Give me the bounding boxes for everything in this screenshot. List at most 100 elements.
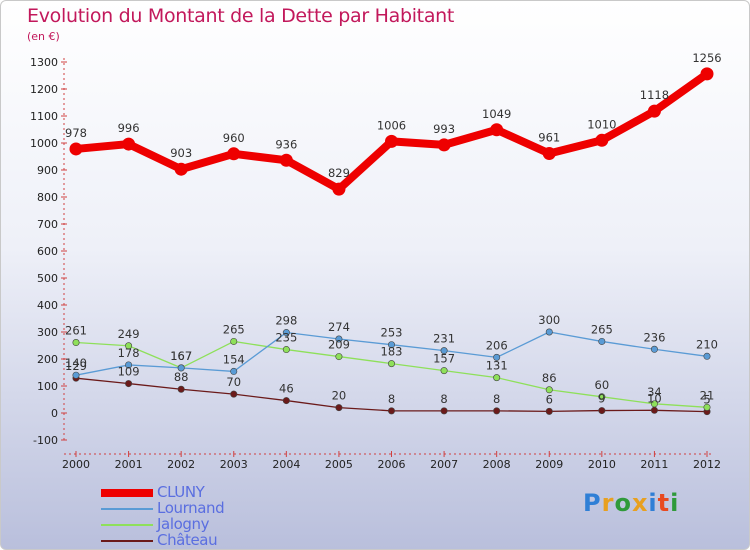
data-point	[598, 393, 606, 401]
x-tick-label: 2009	[535, 458, 563, 471]
data-point	[125, 342, 133, 350]
data-label: 236	[643, 330, 665, 344]
data-label: 9	[598, 392, 605, 406]
data-label: 8	[440, 392, 447, 406]
legend-swatch	[101, 489, 153, 497]
x-tick-label: 2007	[430, 458, 458, 471]
data-label: 936	[275, 137, 297, 151]
y-tick-label: 400	[37, 299, 58, 312]
data-point	[545, 386, 553, 394]
data-label: 167	[170, 349, 192, 363]
data-point	[174, 162, 188, 176]
legend-label: Jalogny	[157, 515, 210, 533]
data-point	[332, 182, 346, 196]
data-point	[598, 407, 606, 415]
data-label: 1010	[587, 117, 616, 131]
x-tick-label: 2012	[693, 458, 721, 471]
y-tick-label: 900	[37, 164, 58, 177]
data-label: 231	[433, 332, 455, 346]
data-label: 300	[538, 313, 560, 327]
data-point	[647, 104, 661, 118]
y-tick-label: 1100	[30, 110, 58, 123]
y-tick-label: 600	[37, 245, 58, 258]
data-label: 8	[493, 392, 500, 406]
data-point	[545, 407, 553, 415]
data-point	[335, 353, 343, 361]
data-label: 1006	[377, 118, 406, 132]
axes: -100 0 100 200 300 400 500 600 700 800 900 1000 1100…	[30, 56, 721, 471]
data-point	[335, 404, 343, 412]
data-label: 265	[591, 322, 613, 336]
data-label: 960	[223, 131, 245, 145]
data-label: 88	[174, 370, 189, 384]
data-point	[650, 400, 658, 408]
data-point	[72, 371, 80, 379]
data-point	[440, 347, 448, 355]
data-label: 261	[65, 324, 87, 338]
data-label: 6	[546, 392, 553, 406]
y-tick-label: 1200	[30, 83, 58, 96]
proxiti-logo: Proxiti	[583, 489, 679, 517]
logo-letter: i	[670, 489, 680, 517]
data-label: 21	[700, 388, 715, 402]
logo-letter: r	[601, 489, 615, 517]
x-tick-label: 2008	[483, 458, 511, 471]
data-point	[230, 390, 238, 398]
data-label: 298	[275, 314, 297, 328]
data-label: 993	[433, 122, 455, 136]
series-layer	[69, 67, 714, 416]
data-point	[385, 134, 398, 148]
data-point	[437, 138, 451, 152]
data-point	[703, 352, 711, 360]
data-label: 903	[170, 146, 192, 160]
data-point	[227, 147, 241, 161]
data-label: 274	[328, 320, 350, 334]
legend-item: Lournand	[101, 499, 301, 517]
y-tick-label: 100	[37, 380, 58, 393]
data-label: 235	[275, 331, 297, 345]
data-label: 34	[647, 385, 662, 399]
data-label: 167	[170, 349, 192, 363]
data-label: 178	[118, 346, 140, 360]
data-label: 978	[65, 126, 87, 140]
legend-item: CLUNY	[101, 483, 301, 501]
logo-letter: x	[631, 489, 649, 517]
y-tick-label: 500	[37, 272, 58, 285]
y-tick-label: 0	[51, 407, 58, 420]
data-label: 996	[118, 121, 140, 135]
y-tick-label: 700	[37, 218, 58, 231]
chart-title: Evolution du Montant de la Dette par Hab…	[27, 5, 455, 27]
x-tick-label: 2001	[115, 458, 143, 471]
data-point	[335, 335, 343, 343]
x-tick-label: 2006	[378, 458, 406, 471]
data-label: 20	[332, 389, 347, 403]
data-point	[650, 406, 658, 414]
legend-item: Jalogny	[101, 515, 301, 533]
data-label: 10	[647, 391, 662, 405]
x-tick-label: 2002	[167, 458, 195, 471]
data-point	[493, 374, 501, 382]
data-point	[493, 353, 501, 361]
x-tick-label: 2004	[272, 458, 300, 471]
data-label: 209	[328, 338, 350, 352]
data-label: 1049	[482, 107, 511, 121]
data-label: 8	[388, 392, 395, 406]
legend-label: Lournand	[157, 499, 225, 517]
data-label: 1256	[692, 51, 721, 65]
x-tick-label: 2000	[62, 458, 90, 471]
data-label: 86	[542, 371, 557, 385]
data-point	[387, 341, 395, 349]
data-label: 140	[65, 356, 87, 370]
data-label: 129	[65, 359, 87, 373]
data-point	[650, 345, 658, 353]
data-point	[282, 397, 290, 405]
data-point	[700, 67, 714, 81]
data-point	[387, 360, 395, 368]
data-point	[440, 367, 448, 375]
data-label: 131	[486, 359, 508, 373]
data-point	[230, 337, 238, 345]
data-label: 109	[118, 365, 140, 379]
data-point	[72, 339, 80, 347]
